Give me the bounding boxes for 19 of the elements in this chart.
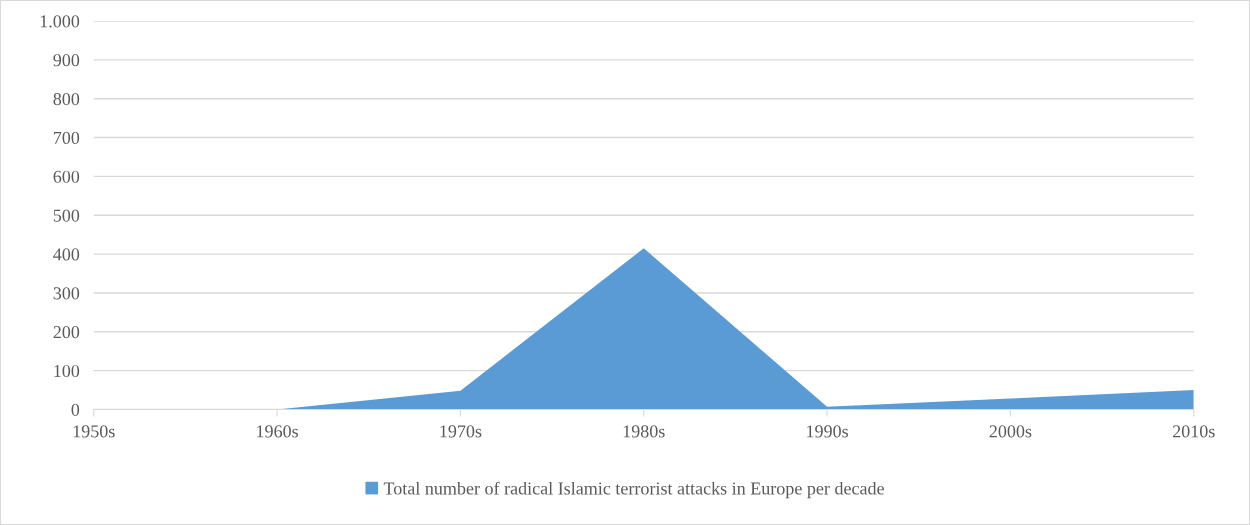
y-tick-label: 200 bbox=[53, 326, 80, 339]
x-tick-label: 1950s bbox=[73, 425, 115, 438]
y-tick-label: 500 bbox=[53, 209, 80, 222]
y-tick-label: 0 bbox=[71, 403, 80, 416]
y-tick-label: 400 bbox=[53, 248, 80, 261]
x-tick-label: 1990s bbox=[807, 425, 848, 438]
x-tick-label: 2010s bbox=[1172, 425, 1215, 438]
x-tick-label: 2000s bbox=[989, 425, 1032, 438]
legend-label: Total number of radical Islamic terrorist attacks in Europe per decade bbox=[383, 481, 884, 499]
y-tick-label: 600 bbox=[53, 170, 80, 183]
x-tick-label: 1960s bbox=[257, 425, 298, 438]
y-tick-label: 300 bbox=[53, 287, 80, 300]
x-tick-label: 1970s bbox=[440, 425, 482, 438]
y-tick-label: 800 bbox=[53, 92, 80, 106]
x-tick-label: 1980s bbox=[623, 425, 665, 438]
y-tick-label: 900 bbox=[53, 54, 80, 67]
y-tick-label: 100 bbox=[54, 364, 80, 378]
y-tick-label: 1.000 bbox=[40, 15, 80, 28]
y-tick-label: 700 bbox=[53, 131, 80, 144]
